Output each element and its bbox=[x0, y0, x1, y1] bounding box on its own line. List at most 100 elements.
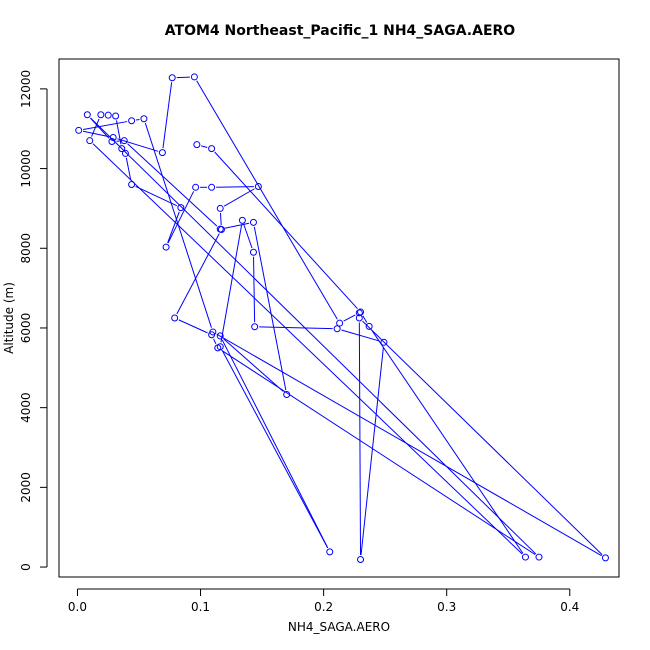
series-segment bbox=[253, 226, 287, 391]
data-point bbox=[216, 332, 224, 340]
x-tick-label: 0.3 bbox=[437, 600, 456, 614]
series-segment bbox=[82, 130, 109, 138]
series-segment bbox=[90, 117, 537, 555]
series-segment bbox=[343, 314, 356, 322]
data-point bbox=[216, 225, 224, 233]
data-point bbox=[209, 328, 217, 336]
data-point bbox=[104, 111, 112, 119]
data-series bbox=[75, 73, 609, 563]
series-segment bbox=[144, 122, 212, 328]
data-point bbox=[118, 145, 126, 153]
series-segment bbox=[341, 329, 380, 342]
data-point bbox=[380, 338, 388, 346]
y-tick-label: 6000 bbox=[19, 313, 33, 344]
series-segment bbox=[162, 82, 173, 149]
series-segment bbox=[223, 338, 284, 392]
series-segment bbox=[253, 256, 256, 323]
data-point bbox=[128, 117, 136, 125]
series-segment bbox=[117, 138, 159, 152]
series-segment bbox=[259, 326, 333, 330]
data-point bbox=[140, 115, 148, 123]
data-point bbox=[355, 314, 363, 322]
x-tick-label: 0.4 bbox=[560, 600, 579, 614]
series-segment bbox=[243, 224, 253, 249]
data-point bbox=[108, 137, 116, 145]
series-segment bbox=[83, 121, 128, 131]
series-segment bbox=[125, 157, 132, 181]
series-segment bbox=[167, 211, 180, 244]
series-segment bbox=[216, 333, 602, 557]
data-point bbox=[75, 126, 83, 134]
data-point bbox=[190, 73, 198, 81]
series-segment bbox=[92, 143, 523, 555]
data-point bbox=[158, 149, 166, 157]
series-segment bbox=[115, 120, 122, 145]
series-segment bbox=[213, 338, 217, 345]
y-tick-label: 10000 bbox=[19, 149, 33, 187]
series-segment bbox=[201, 145, 208, 148]
data-point bbox=[162, 243, 170, 251]
series-segment bbox=[167, 191, 195, 244]
data-point bbox=[249, 218, 257, 226]
data-point bbox=[208, 183, 216, 191]
x-axis: 0.0 0.1 0.2 0.3 0.4 bbox=[68, 588, 579, 614]
data-point bbox=[171, 314, 179, 322]
series-segment bbox=[178, 319, 208, 334]
y-axis: 0 2000 4000 6000 8000 10000 12000 bbox=[19, 70, 48, 571]
data-point bbox=[216, 343, 224, 351]
data-point bbox=[601, 554, 609, 562]
series-segment bbox=[216, 186, 254, 188]
data-point bbox=[333, 325, 341, 333]
series-segment bbox=[221, 349, 536, 556]
series-segment bbox=[223, 188, 255, 207]
data-point bbox=[193, 141, 201, 149]
series-segment bbox=[224, 222, 250, 229]
data-point bbox=[168, 74, 176, 82]
data-point bbox=[121, 149, 129, 157]
series-segment bbox=[360, 346, 384, 556]
data-point bbox=[192, 183, 200, 191]
series-segment bbox=[196, 80, 338, 320]
data-point bbox=[249, 248, 257, 256]
y-tick-label: 12000 bbox=[19, 70, 33, 108]
data-point bbox=[355, 309, 363, 317]
data-point bbox=[365, 322, 373, 330]
data-point bbox=[112, 112, 120, 120]
series-segment bbox=[221, 339, 329, 549]
x-tick-label: 0.1 bbox=[191, 600, 210, 614]
data-point bbox=[521, 553, 529, 561]
series-segment bbox=[135, 185, 177, 207]
y-axis-label: Altitude (m) bbox=[2, 282, 16, 354]
data-point bbox=[83, 111, 91, 119]
plot-area bbox=[58, 58, 620, 578]
data-point bbox=[177, 204, 185, 212]
series-segment bbox=[220, 224, 243, 343]
series-segment bbox=[214, 151, 358, 310]
y-tick-label: 0 bbox=[19, 563, 33, 571]
data-point bbox=[357, 555, 365, 563]
data-point bbox=[208, 145, 216, 153]
series-segment bbox=[371, 329, 524, 554]
series-segment bbox=[221, 350, 329, 549]
series-segment bbox=[89, 117, 110, 139]
series-segment bbox=[358, 322, 362, 555]
data-point bbox=[535, 553, 543, 561]
series-segment bbox=[135, 118, 140, 121]
chart-title: ATOM4 Northeast_Pacific_1 NH4_SAGA.AERO bbox=[165, 23, 516, 39]
data-point bbox=[326, 548, 334, 556]
series-segment bbox=[362, 315, 368, 323]
series-segment bbox=[127, 143, 218, 227]
data-point bbox=[251, 323, 259, 331]
data-point bbox=[86, 137, 94, 145]
series-segment bbox=[176, 233, 220, 315]
data-point bbox=[128, 181, 136, 189]
y-tick-label: 4000 bbox=[19, 392, 33, 423]
y-tick-label: 2000 bbox=[19, 472, 33, 503]
data-point bbox=[336, 319, 344, 327]
data-point bbox=[120, 137, 128, 145]
x-axis-label: NH4_SAGA.AERO bbox=[288, 620, 390, 634]
y-tick-label: 8000 bbox=[19, 233, 33, 264]
data-point bbox=[283, 391, 291, 399]
data-point bbox=[97, 111, 105, 119]
